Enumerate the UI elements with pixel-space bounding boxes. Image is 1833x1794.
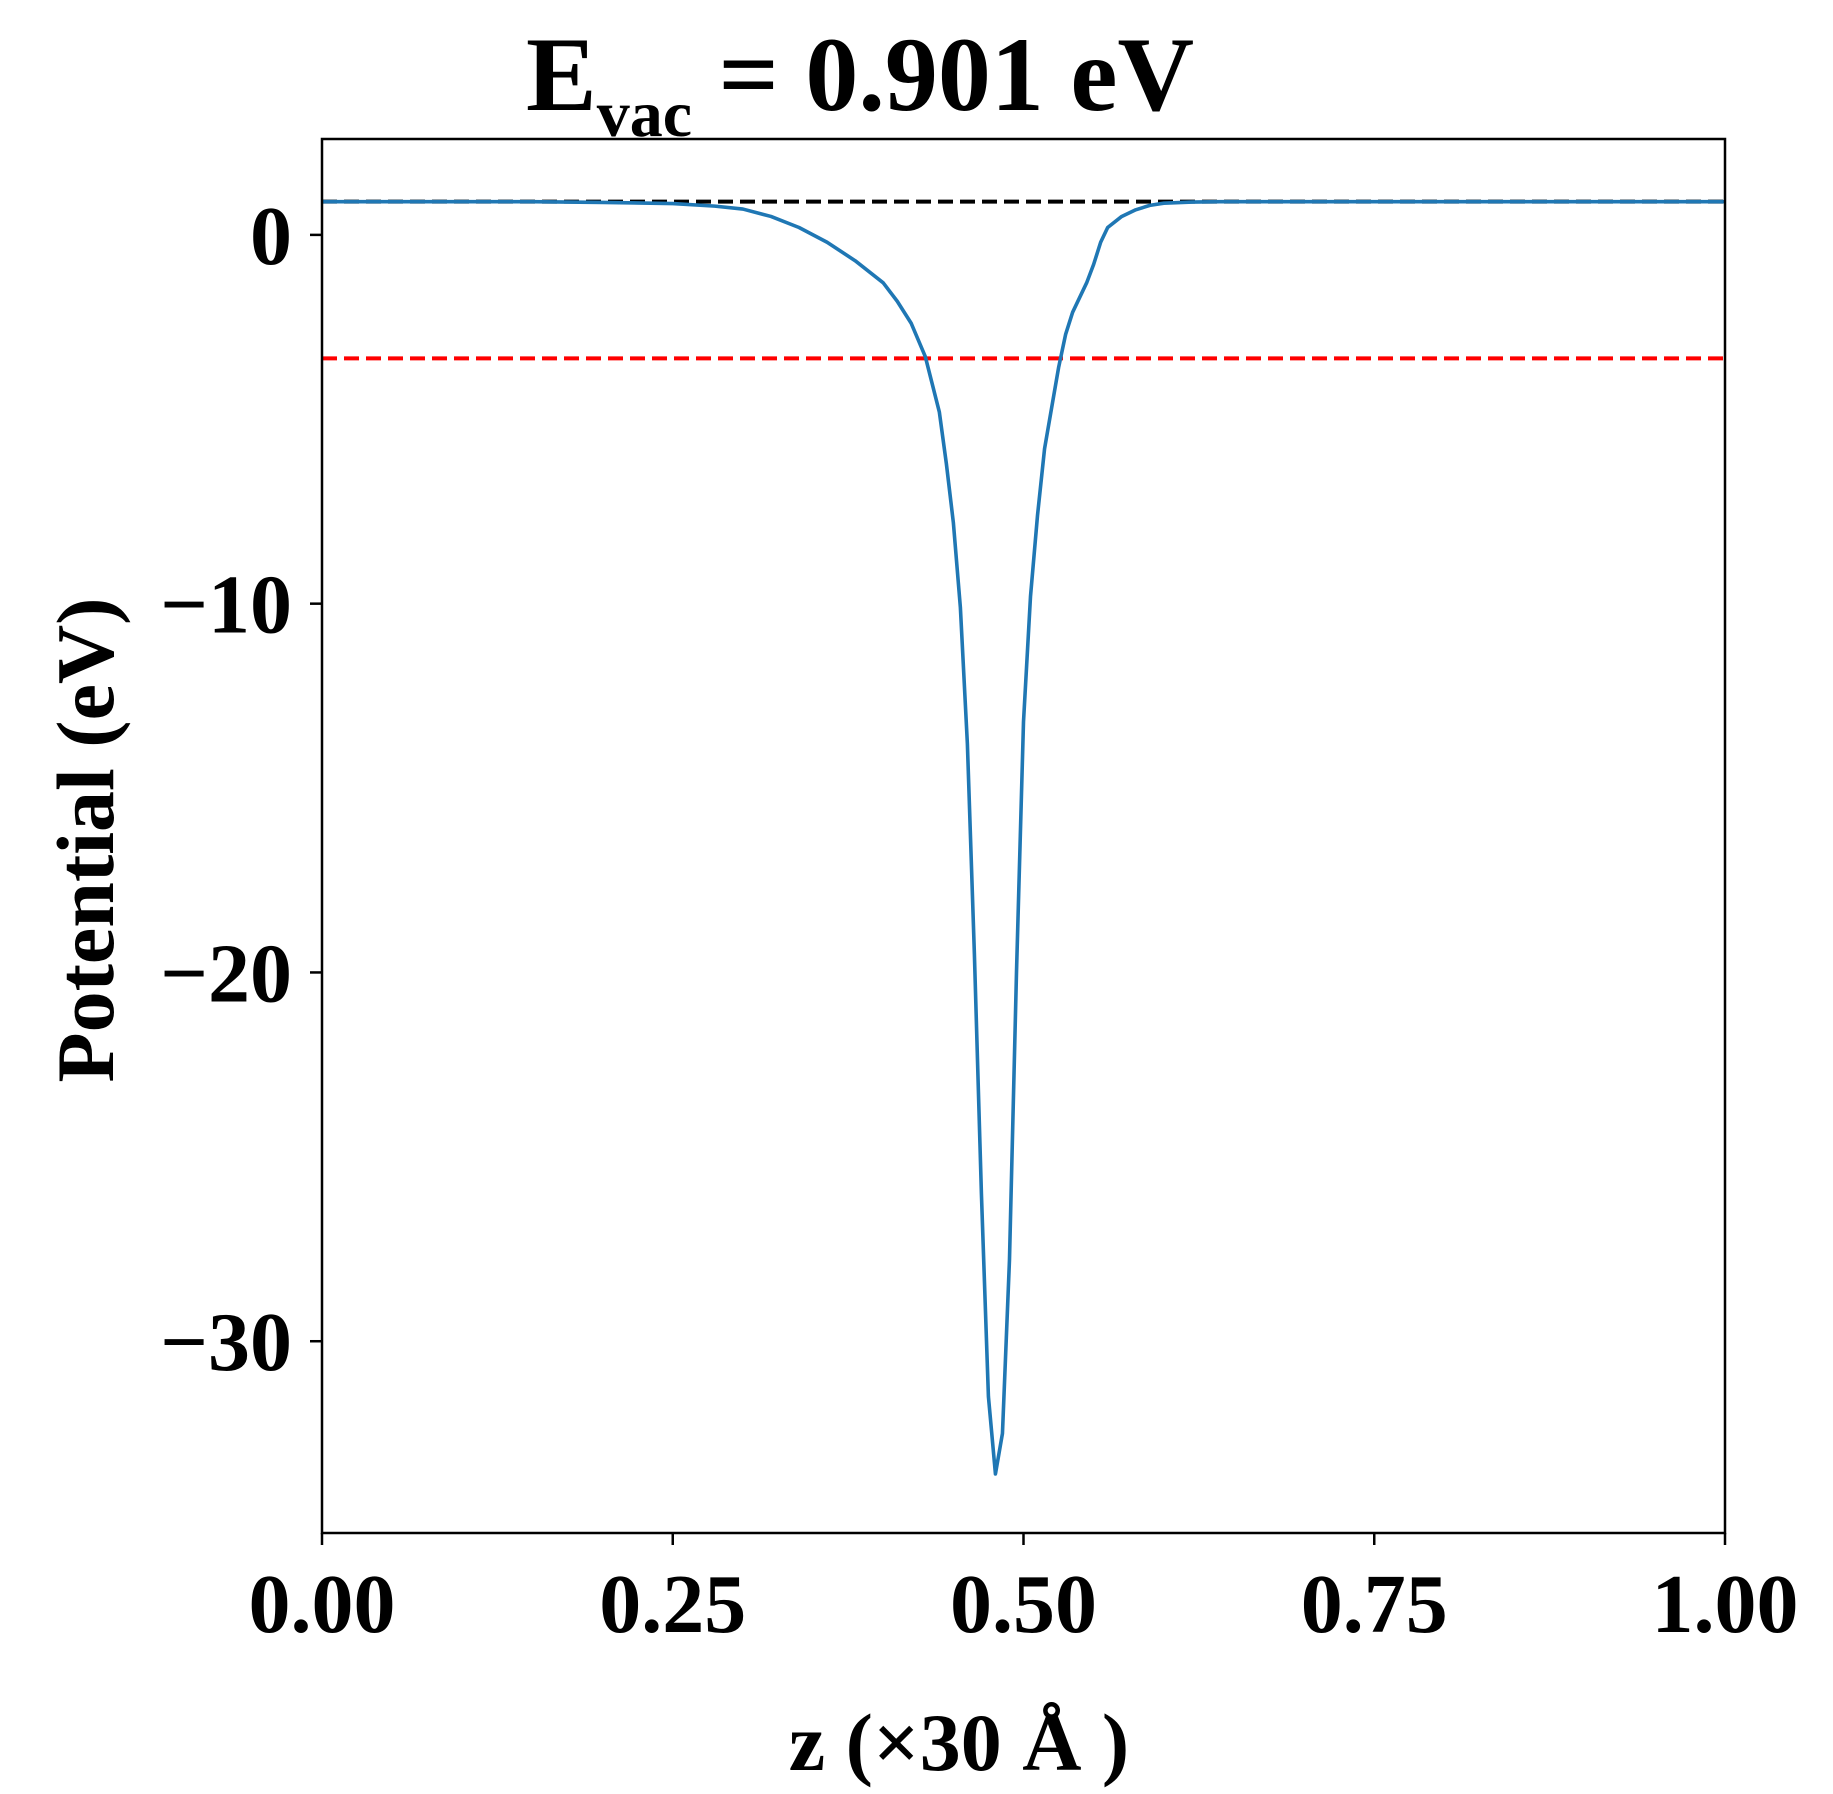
x-tick-label-0: 0.00 [249, 1558, 396, 1651]
y-axis-label: Potential (eV) [40, 598, 131, 1083]
y-tick-label-3: −30 [160, 1296, 292, 1389]
x-tick-label-1: 0.25 [599, 1558, 746, 1651]
x-tick-label-3: 0.75 [1301, 1558, 1448, 1651]
series-line-0 [322, 199, 1725, 1476]
title-main: E [526, 16, 597, 133]
title-rest: = 0.901 eV [692, 16, 1194, 133]
x-tick-label-4: 1.00 [1652, 1558, 1799, 1651]
x-axis-label: z (×30 Å ) [789, 1697, 1129, 1788]
y-tick-label-0: 0 [250, 190, 292, 283]
axes-frame [320, 137, 1727, 1535]
x-tick-label-2: 0.50 [950, 1558, 1097, 1651]
y-tick-label-1: −10 [160, 559, 292, 652]
chart-title: Evac = 0.901 eV [526, 16, 1194, 151]
plot-area: 0.00 0.25 0.50 0.75 1.00 0 −10 −20 −30 [160, 190, 1798, 1651]
y-tick-label-2: −20 [160, 927, 292, 1020]
